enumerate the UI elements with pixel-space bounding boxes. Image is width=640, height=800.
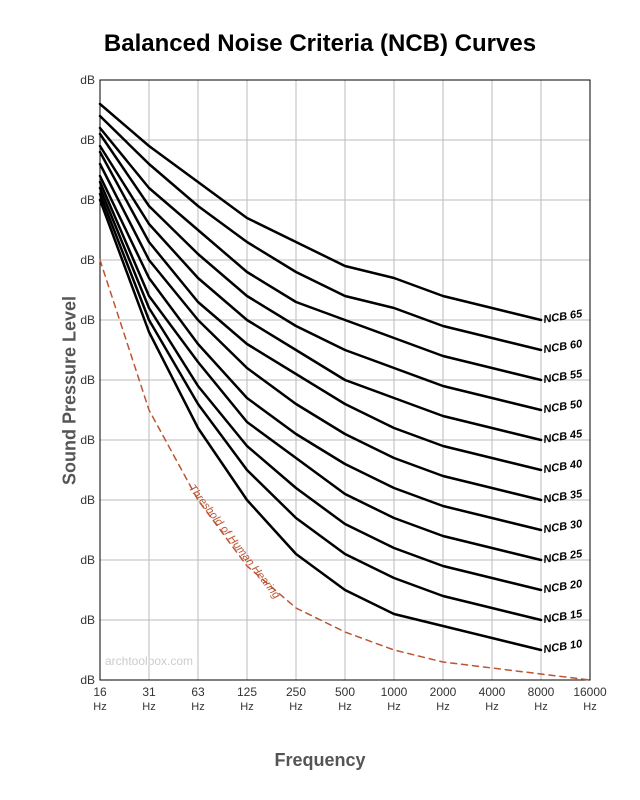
- x-axis-label: Frequency: [0, 750, 640, 771]
- ncb-curve: [100, 182, 541, 560]
- y-tick-label: 10 dB: [80, 613, 95, 627]
- y-tick-label: 100 dB: [80, 73, 95, 87]
- series-label: NCB 45: [543, 428, 584, 446]
- y-tick-label: 30 dB: [80, 493, 95, 507]
- x-tick-unit: Hz: [583, 701, 596, 713]
- y-tick-label: 20 dB: [80, 553, 95, 567]
- x-tick-label: 16000: [573, 685, 607, 699]
- series-label: NCB 40: [543, 458, 584, 476]
- series-label: NCB 55: [543, 368, 584, 386]
- y-tick-label: 70 dB: [80, 253, 95, 267]
- series-labels-layer: Threshold of Human HearingNCB 10NCB 15NC…: [186, 308, 584, 656]
- x-tick-unit: Hz: [338, 701, 351, 713]
- x-tick-label: 2000: [430, 685, 457, 699]
- x-tick-unit: Hz: [191, 701, 204, 713]
- x-tick-unit: Hz: [387, 701, 400, 713]
- series-label: NCB 25: [543, 548, 584, 566]
- y-tick-label: 60 dB: [80, 313, 95, 327]
- x-tick-unit: Hz: [534, 701, 547, 713]
- series-label: NCB 10: [543, 638, 584, 656]
- y-axis-label: Sound Pressure Level: [60, 291, 81, 491]
- x-tick-unit: Hz: [142, 701, 155, 713]
- x-tick-unit: Hz: [436, 701, 449, 713]
- watermark: archtoolbox.com: [105, 654, 193, 668]
- x-tick-label: 16: [93, 685, 107, 699]
- x-tick-label: 8000: [528, 685, 555, 699]
- y-tick-label: 80 dB: [80, 193, 95, 207]
- x-tick-label: 1000: [381, 685, 408, 699]
- ncb-chart: Threshold of Human HearingNCB 10NCB 15NC…: [80, 70, 620, 740]
- ncb-curve: [100, 116, 541, 350]
- series-label: NCB 65: [543, 308, 584, 326]
- x-tick-label: 63: [191, 685, 205, 699]
- y-tick-label: 40 dB: [80, 433, 95, 447]
- ncb-curve: [100, 134, 541, 410]
- curves-layer: [100, 104, 541, 650]
- series-label: NCB 35: [543, 488, 584, 506]
- y-tick-label: 90 dB: [80, 133, 95, 147]
- x-tick-label: 125: [237, 685, 257, 699]
- y-tick-label: 50 dB: [80, 373, 95, 387]
- x-tick-label: 4000: [479, 685, 506, 699]
- x-tick-unit: Hz: [289, 701, 302, 713]
- chart-page: Balanced Noise Criteria (NCB) Curves Sou…: [0, 0, 640, 800]
- x-tick-unit: Hz: [485, 701, 498, 713]
- x-tick-label: 31: [142, 685, 156, 699]
- x-tick-unit: Hz: [93, 701, 106, 713]
- ncb-curve: [100, 194, 541, 620]
- x-tick-label: 500: [335, 685, 355, 699]
- ncb-curve: [100, 104, 541, 320]
- ncb-curve: [100, 146, 541, 440]
- x-tick-label: 250: [286, 685, 306, 699]
- series-label: NCB 15: [543, 608, 584, 626]
- series-label: NCB 60: [543, 338, 584, 356]
- series-label: NCB 50: [543, 398, 584, 416]
- x-tick-unit: Hz: [240, 701, 253, 713]
- series-label: NCB 20: [543, 578, 584, 596]
- chart-title: Balanced Noise Criteria (NCB) Curves: [0, 30, 640, 58]
- series-label: NCB 30: [543, 518, 584, 536]
